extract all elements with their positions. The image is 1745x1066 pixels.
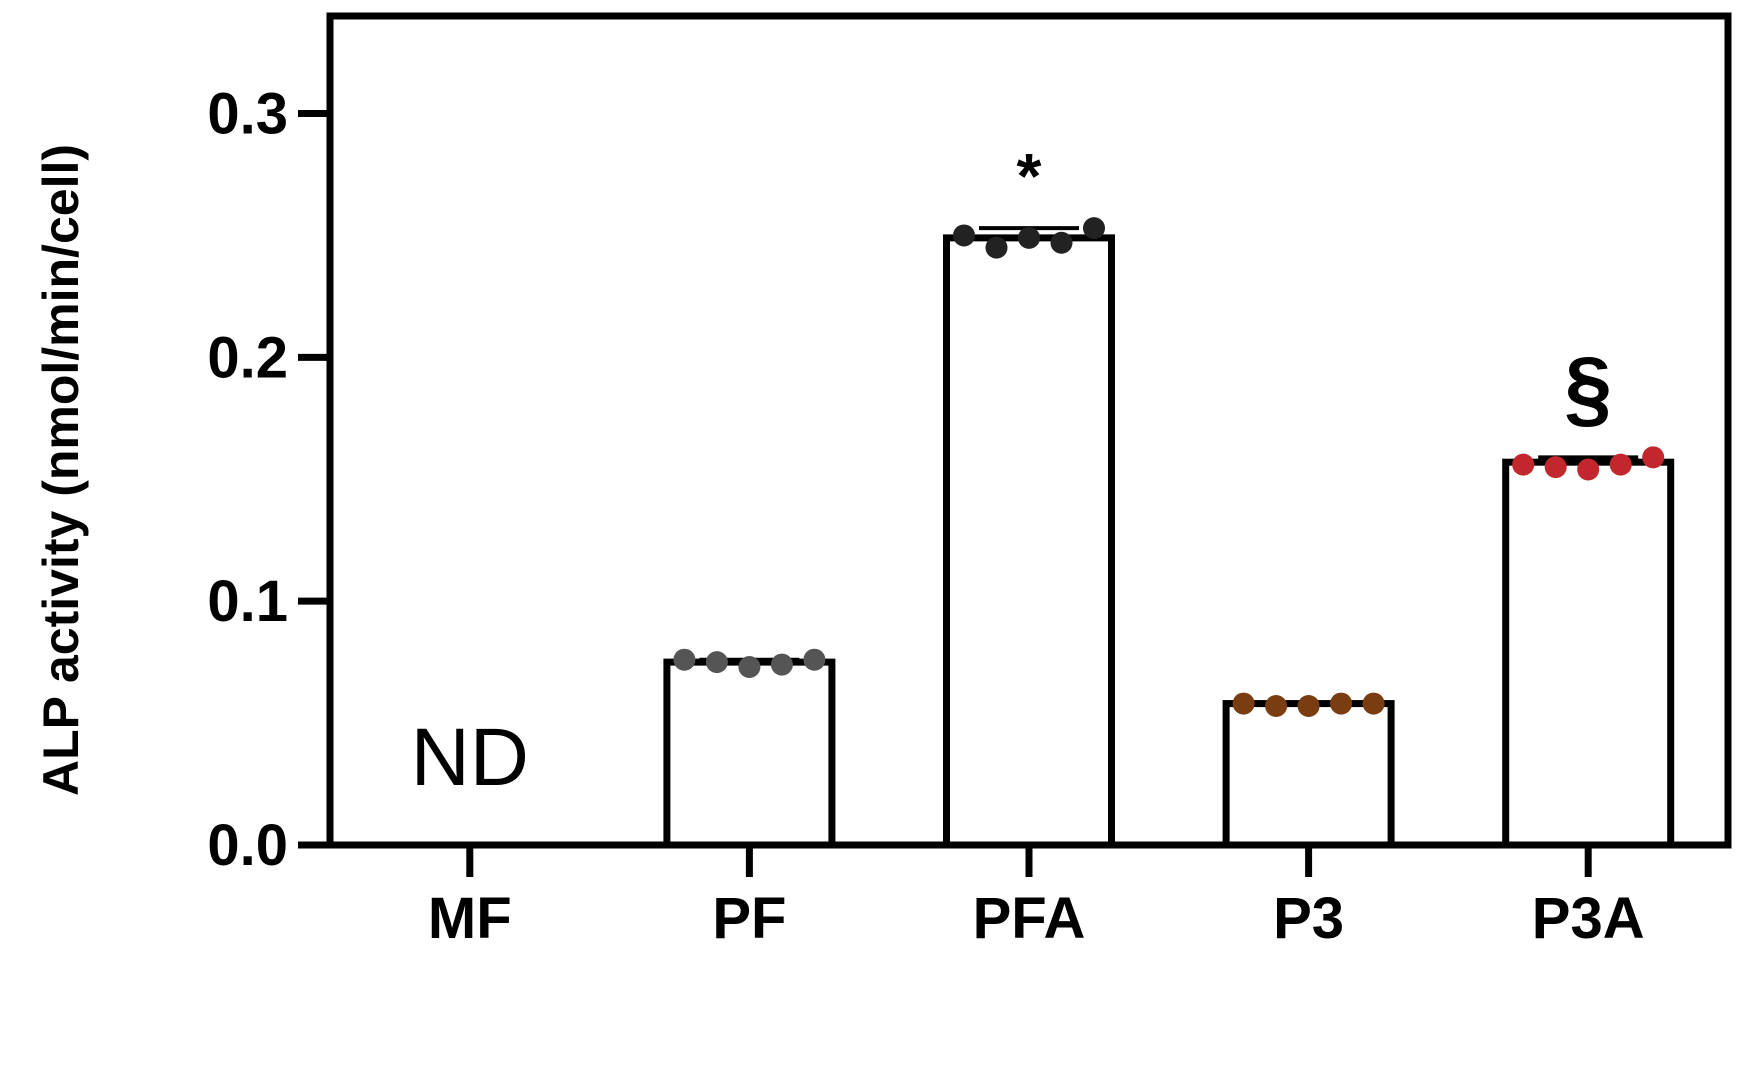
y-tick-label: 0.1 <box>207 569 288 634</box>
data-point-P3A <box>1642 446 1665 469</box>
bar-P3 <box>1222 700 1395 849</box>
data-point-PFA <box>1083 217 1105 240</box>
y-axis-label: ALP activity (nmol/min/cell) <box>33 144 89 796</box>
data-point-PF <box>738 656 761 679</box>
bar-PFA <box>943 234 1115 849</box>
data-point-PFA <box>1050 231 1073 254</box>
annotation-MF: ND <box>411 712 529 803</box>
data-point-PF <box>673 648 696 671</box>
bar-P3A <box>1502 458 1675 849</box>
data-points <box>673 217 1665 718</box>
bar-annotations: ND * § <box>411 140 1613 803</box>
data-point-PF <box>803 648 826 671</box>
annotation-PFA: * <box>1017 140 1042 212</box>
x-tick-label: P3A <box>1532 886 1645 951</box>
bar-PF <box>663 658 836 849</box>
y-tick-label: 0.3 <box>207 82 288 147</box>
data-point-PF <box>705 651 728 674</box>
data-point-P3 <box>1362 692 1385 715</box>
data-point-P3 <box>1297 695 1320 718</box>
y-tick-label: 0.2 <box>207 325 288 390</box>
data-point-P3A <box>1577 458 1600 481</box>
data-point-P3 <box>1330 692 1353 715</box>
x-tick-label: P3 <box>1273 886 1344 951</box>
data-point-PFA <box>985 236 1008 259</box>
data-point-P3 <box>1232 692 1255 715</box>
data-point-P3 <box>1265 695 1288 718</box>
data-point-PFA <box>953 224 975 247</box>
annotation-P3A: § <box>1564 340 1612 436</box>
bars <box>663 234 1675 849</box>
data-point-P3A <box>1544 456 1567 479</box>
data-point-P3A <box>1512 453 1535 476</box>
x-tick-label: PFA <box>973 886 1086 951</box>
y-tick-label: 0.0 <box>207 813 288 878</box>
data-point-PF <box>770 653 793 676</box>
data-point-PFA <box>1018 226 1040 249</box>
x-tick-label: MF <box>428 886 512 951</box>
data-point-P3A <box>1609 453 1632 476</box>
x-tick-label: PF <box>712 886 786 951</box>
